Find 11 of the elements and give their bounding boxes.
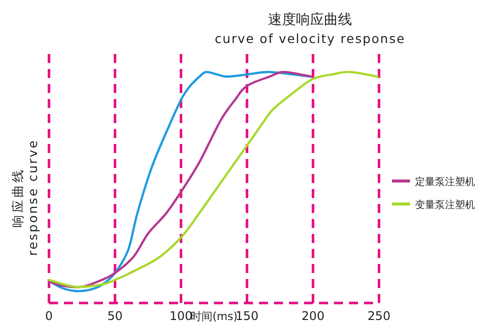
x-tick-label: 150 [236, 309, 258, 323]
legend-label: 变量泵注塑机 [415, 199, 475, 211]
chart-title: 速度响应曲线 [268, 12, 352, 28]
x-tick-label: 100 [170, 309, 192, 323]
x-tick-label: 0 [45, 309, 53, 323]
y-axis-title: 响应曲线 response curve [10, 139, 40, 256]
x-tick-label: 250 [368, 309, 390, 323]
chart-subtitle: curve of velocity response [214, 31, 406, 46]
legend-label: 定量泵注塑机 [415, 176, 475, 188]
x-tick-label: 200 [302, 309, 324, 323]
x-tick-label: 50 [107, 309, 123, 323]
